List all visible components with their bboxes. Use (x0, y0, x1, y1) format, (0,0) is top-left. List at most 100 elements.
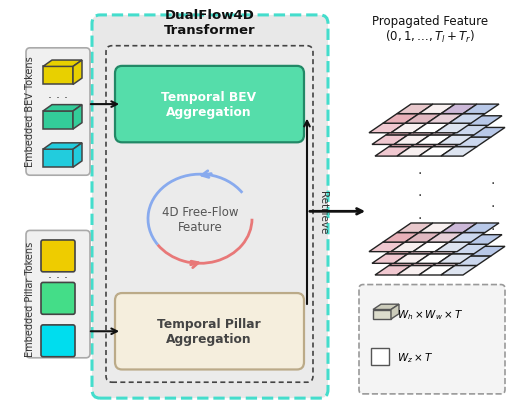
Polygon shape (388, 138, 424, 147)
FancyBboxPatch shape (370, 349, 388, 366)
Polygon shape (396, 223, 432, 233)
Polygon shape (448, 233, 484, 242)
Polygon shape (396, 147, 432, 157)
Polygon shape (390, 304, 398, 319)
Polygon shape (418, 266, 454, 275)
FancyBboxPatch shape (115, 293, 303, 370)
Polygon shape (434, 242, 470, 252)
Polygon shape (437, 135, 473, 145)
Text: ·
·
·: · · · (490, 177, 494, 236)
FancyBboxPatch shape (115, 67, 303, 143)
Polygon shape (393, 254, 429, 263)
FancyBboxPatch shape (41, 283, 75, 315)
Polygon shape (462, 223, 498, 233)
Polygon shape (415, 254, 451, 263)
Polygon shape (418, 105, 454, 114)
Polygon shape (393, 135, 429, 145)
Polygon shape (424, 128, 460, 138)
Polygon shape (369, 242, 404, 252)
Polygon shape (462, 105, 498, 114)
Polygon shape (468, 247, 504, 256)
Polygon shape (396, 105, 432, 114)
Polygon shape (407, 126, 443, 135)
Polygon shape (385, 244, 421, 254)
Polygon shape (451, 126, 487, 135)
Polygon shape (446, 128, 482, 138)
Polygon shape (434, 124, 470, 133)
Polygon shape (448, 114, 484, 124)
Polygon shape (43, 150, 73, 168)
Text: Temporal BEV
Aggregation: Temporal BEV Aggregation (161, 91, 256, 119)
Text: Embedded Pillar Tokens: Embedded Pillar Tokens (25, 241, 35, 356)
Polygon shape (396, 266, 432, 275)
Polygon shape (446, 247, 482, 256)
Polygon shape (390, 124, 426, 133)
Polygon shape (372, 304, 398, 310)
Polygon shape (399, 116, 435, 126)
Polygon shape (407, 244, 443, 254)
Text: ·
·
·: · · · (417, 166, 421, 225)
Polygon shape (468, 128, 504, 138)
Polygon shape (412, 124, 448, 133)
Polygon shape (390, 242, 426, 252)
Polygon shape (429, 126, 465, 135)
Polygon shape (440, 147, 476, 157)
FancyBboxPatch shape (41, 325, 75, 357)
Text: Retrieve: Retrieve (318, 190, 327, 233)
Polygon shape (454, 138, 490, 147)
Polygon shape (372, 310, 390, 319)
Polygon shape (437, 254, 473, 263)
Polygon shape (73, 105, 82, 130)
Text: · · ·: · · · (48, 271, 68, 284)
Polygon shape (418, 223, 454, 233)
Polygon shape (43, 112, 73, 130)
Text: Temporal Pillar
Aggregation: Temporal Pillar Aggregation (157, 318, 261, 345)
FancyBboxPatch shape (106, 47, 313, 382)
Polygon shape (432, 256, 468, 266)
Polygon shape (382, 114, 418, 124)
Polygon shape (369, 124, 404, 133)
Polygon shape (374, 147, 410, 157)
FancyBboxPatch shape (26, 231, 90, 358)
Polygon shape (371, 254, 407, 263)
Polygon shape (73, 61, 82, 85)
Polygon shape (426, 233, 462, 242)
Polygon shape (404, 233, 440, 242)
Polygon shape (43, 143, 82, 150)
Polygon shape (454, 256, 490, 266)
Polygon shape (440, 223, 476, 233)
Text: · · ·: · · · (48, 92, 68, 105)
Text: $(0, 1, \ldots, T_l + T_r)$: $(0, 1, \ldots, T_l + T_r)$ (384, 29, 474, 45)
Polygon shape (399, 235, 435, 244)
Polygon shape (382, 233, 418, 242)
Polygon shape (443, 235, 479, 244)
Polygon shape (418, 147, 454, 157)
Polygon shape (410, 256, 446, 266)
Text: 4D Free-Flow
Feature: 4D Free-Flow Feature (161, 205, 238, 233)
Polygon shape (440, 266, 476, 275)
Polygon shape (465, 116, 501, 126)
Polygon shape (451, 244, 487, 254)
FancyBboxPatch shape (358, 285, 504, 394)
Polygon shape (410, 138, 446, 147)
Polygon shape (443, 116, 479, 126)
Polygon shape (73, 143, 82, 168)
Polygon shape (43, 61, 82, 67)
Polygon shape (424, 247, 460, 256)
FancyBboxPatch shape (41, 240, 75, 272)
Polygon shape (415, 135, 451, 145)
Polygon shape (412, 242, 448, 252)
Polygon shape (429, 244, 465, 254)
FancyBboxPatch shape (92, 16, 327, 398)
Text: $W_h \times W_w \times T$: $W_h \times W_w \times T$ (396, 308, 462, 321)
Polygon shape (402, 247, 438, 256)
Polygon shape (43, 67, 73, 85)
Polygon shape (404, 114, 440, 124)
FancyBboxPatch shape (26, 49, 90, 176)
Text: Propagated Feature: Propagated Feature (371, 15, 487, 28)
Polygon shape (43, 105, 82, 112)
Polygon shape (426, 114, 462, 124)
Polygon shape (432, 138, 468, 147)
Polygon shape (374, 266, 410, 275)
Polygon shape (388, 256, 424, 266)
